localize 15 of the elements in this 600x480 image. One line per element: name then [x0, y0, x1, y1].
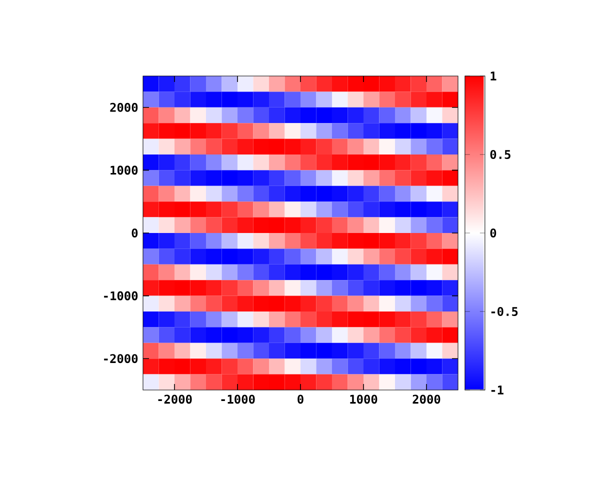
color-bar-label: -1 [491, 386, 504, 394]
x-tick-label: -1000 [221, 394, 255, 404]
color-bar-label: -0.5 [491, 306, 518, 316]
x-tick-label: 2000 [412, 394, 440, 404]
y-tick-label: -1000 [104, 291, 138, 300]
color-bar-label: 0 [490, 228, 496, 238]
color-bar-label: 0.5 [490, 150, 510, 160]
x-tick-label: 0 [298, 394, 304, 404]
x-tick-label: -2000 [158, 394, 192, 404]
y-tick-label: -2000 [104, 354, 138, 364]
y-tick-label: 2000 [110, 102, 138, 112]
y-tick-label: 1000 [110, 166, 138, 175]
x-tick-label: 1000 [350, 394, 378, 404]
y-tick-label: 0 [132, 228, 138, 238]
color-bar-label: 1 [490, 72, 496, 80]
